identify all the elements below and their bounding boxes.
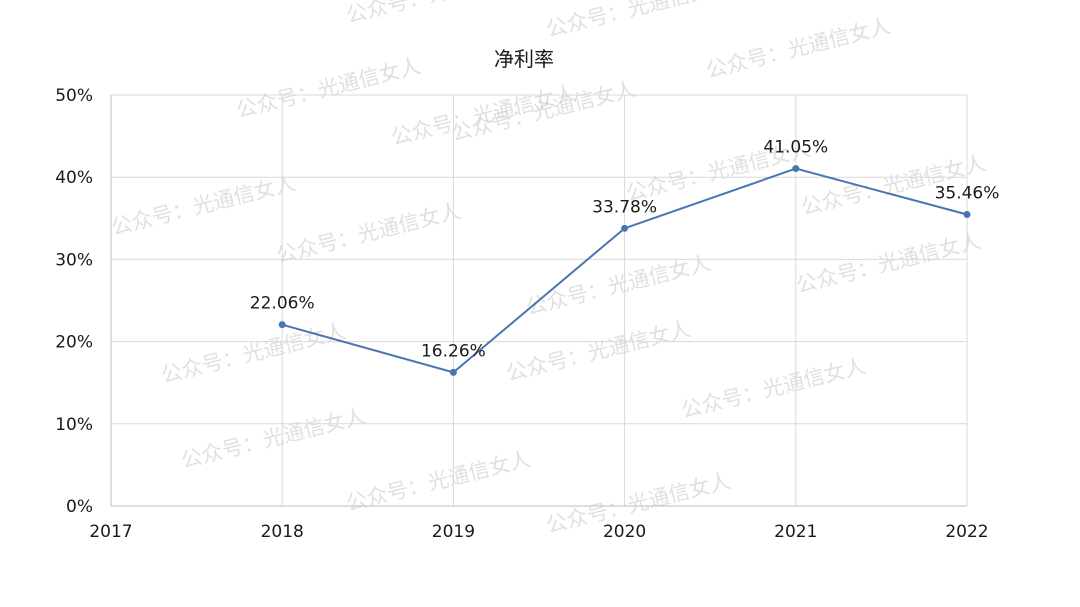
series-layer bbox=[278, 165, 971, 376]
data-point bbox=[621, 224, 629, 232]
data-label: 41.05% bbox=[763, 138, 828, 158]
x-tick-label: 2019 bbox=[432, 522, 475, 542]
watermark-layer: 公众号：光通信女人 公众号：光通信女人公众号：光通信女人公众号：光通信女人公众号：… bbox=[109, 0, 988, 538]
axes bbox=[110, 95, 967, 507]
watermark-text: 公众号：光通信女人 bbox=[504, 317, 693, 386]
data-label: 35.46% bbox=[935, 184, 1000, 204]
data-label: 16.26% bbox=[421, 341, 486, 361]
y-tick-label: 10% bbox=[55, 415, 93, 435]
data-point bbox=[792, 165, 800, 173]
x-tick-label: 2017 bbox=[89, 522, 132, 542]
watermark-text: 公众号：光通信女人 bbox=[274, 199, 463, 268]
data-point bbox=[278, 321, 286, 329]
watermark-text: 公众号：光通信女人 bbox=[159, 319, 348, 388]
x-tick-labels: 2017 2018 2019 2020 2021 2022 bbox=[89, 522, 988, 542]
data-point bbox=[449, 368, 457, 376]
watermark-text: 公众号：光通信女人 bbox=[704, 14, 893, 83]
gridlines bbox=[111, 94, 968, 506]
y-tick-label: 50% bbox=[55, 86, 93, 106]
x-tick-label: 2022 bbox=[945, 522, 988, 542]
y-tick-label: 0% bbox=[66, 497, 93, 517]
data-labels: 22.06% 16.26% 33.78% 41.05% 35.46% bbox=[250, 138, 1000, 362]
watermark-text: 公众号：光通信女人 bbox=[109, 171, 298, 240]
y-tick-labels: 0% 10% 20% 30% 40% 50% bbox=[55, 86, 93, 517]
y-tick-label: 20% bbox=[55, 333, 93, 353]
watermark-text: 公众号：光通信女人 bbox=[794, 229, 983, 298]
data-label: 22.06% bbox=[250, 294, 315, 314]
data-label: 33.78% bbox=[592, 197, 657, 217]
chart-title: 净利率 bbox=[494, 47, 554, 71]
x-tick-label: 2021 bbox=[774, 522, 817, 542]
watermark-text: 公众号：光通信女人 bbox=[679, 354, 868, 423]
watermark-text: 公众号：光通信女人 bbox=[234, 54, 423, 123]
x-tick-label: 2020 bbox=[603, 522, 646, 542]
data-point bbox=[963, 211, 971, 219]
watermark-text: 公众号：光通信女人 bbox=[179, 404, 368, 473]
watermark-text: 公众号：光通信女人 bbox=[344, 0, 533, 28]
watermark-text: 公众号：光通信女人 bbox=[524, 251, 713, 320]
watermark-text: 公众号：光通信女人 bbox=[544, 0, 733, 42]
x-tick-label: 2018 bbox=[261, 522, 304, 542]
y-tick-label: 30% bbox=[55, 250, 93, 270]
watermark-text: 公众号：光通信女人 bbox=[344, 447, 533, 516]
y-tick-label: 40% bbox=[55, 168, 93, 188]
